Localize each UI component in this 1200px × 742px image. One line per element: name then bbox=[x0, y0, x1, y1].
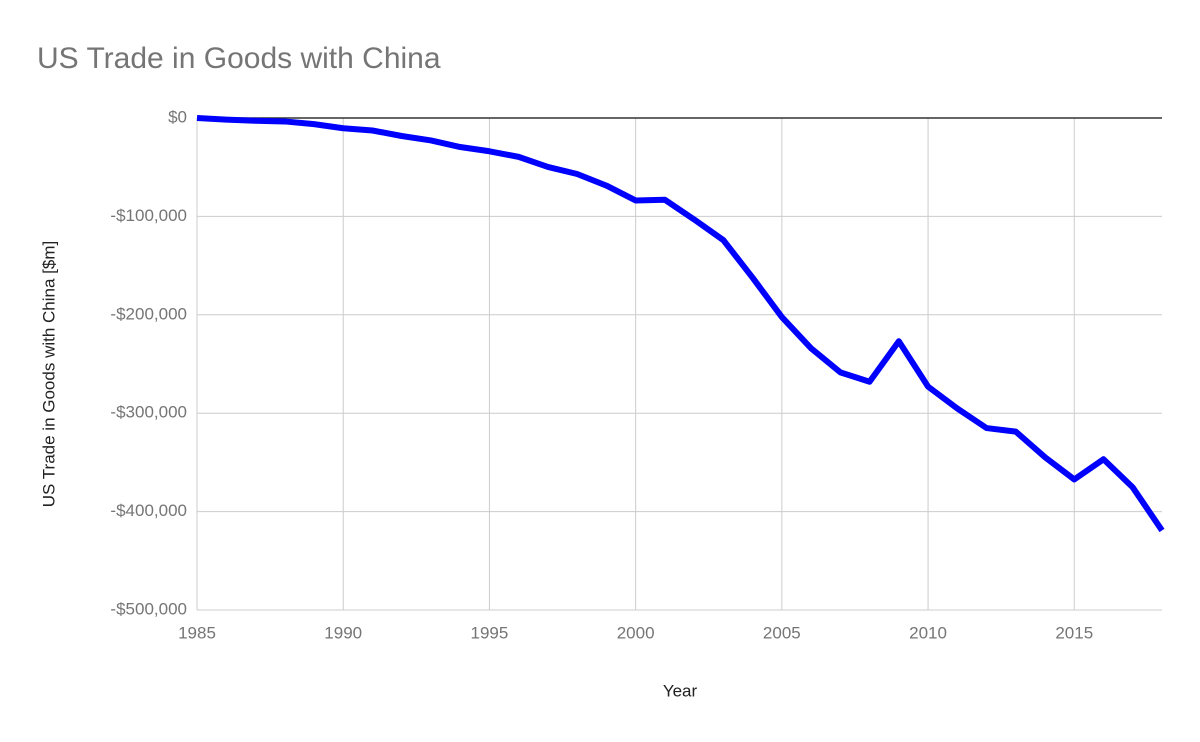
x-tick-label: 2000 bbox=[617, 623, 655, 642]
x-tick-label: 1985 bbox=[178, 623, 216, 642]
x-tick-label: 2015 bbox=[1055, 623, 1093, 642]
data-line bbox=[196, 115, 1165, 533]
x-tick-label: 2010 bbox=[909, 623, 947, 642]
x-tick-label: 1990 bbox=[324, 623, 362, 642]
y-tick-label: -$500,000 bbox=[110, 599, 187, 618]
chart-title: US Trade in Goods with China bbox=[37, 42, 441, 75]
x-tick-label: 1995 bbox=[471, 623, 509, 642]
y-tick-label: $0 bbox=[168, 107, 187, 126]
y-axis-title: US Trade in Goods with China [$m] bbox=[39, 241, 58, 507]
y-tick-label: -$200,000 bbox=[110, 304, 187, 323]
y-tick-label: -$400,000 bbox=[110, 501, 187, 520]
x-tick-label: 2005 bbox=[763, 623, 801, 642]
y-tick-label: -$300,000 bbox=[110, 403, 187, 422]
x-axis-title: Year bbox=[663, 681, 698, 700]
y-tick-label: -$100,000 bbox=[110, 206, 187, 225]
